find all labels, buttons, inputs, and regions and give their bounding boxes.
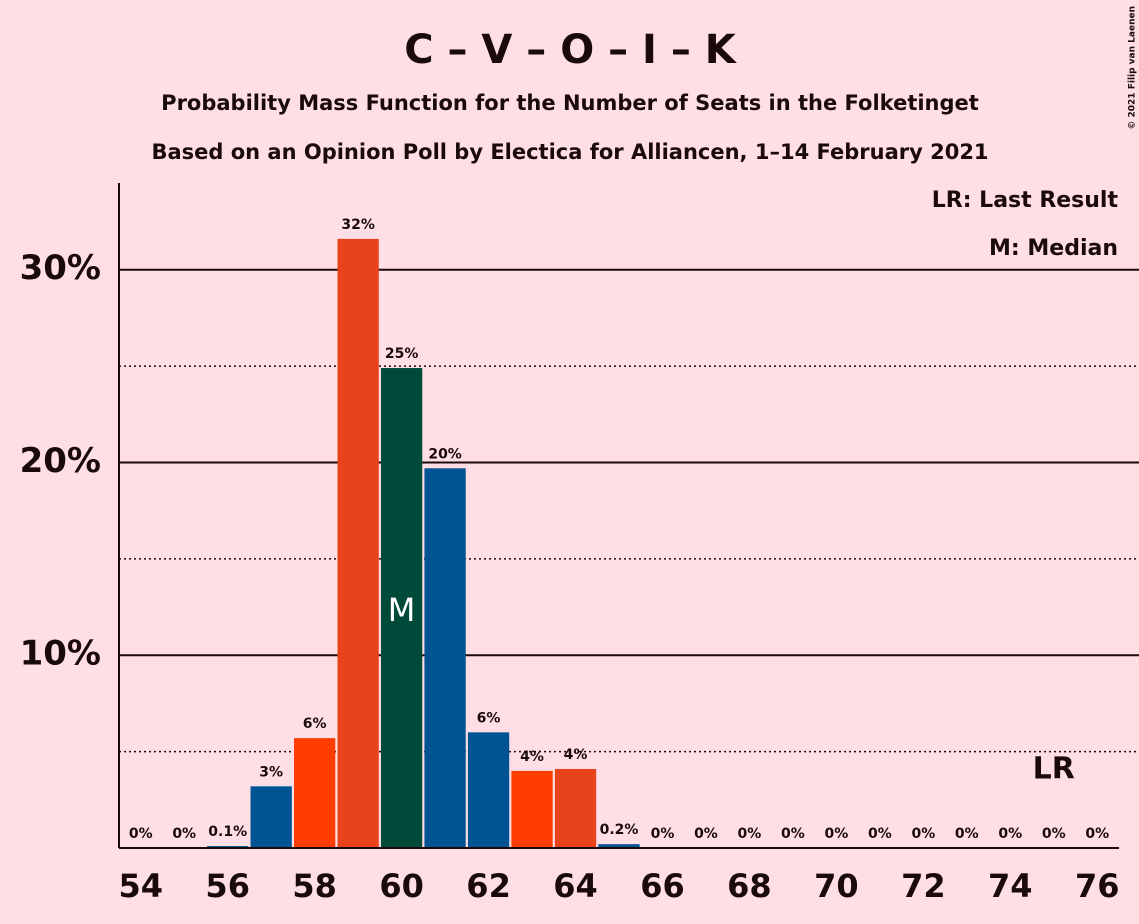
bar [380, 368, 423, 848]
data-label: 0% [911, 826, 935, 842]
legend-entry: LR: Last Result [932, 188, 1119, 213]
data-label: 0% [129, 826, 153, 842]
x-tick-label: 68 [727, 867, 772, 905]
y-tick-label: 10% [20, 634, 101, 674]
data-label: 32% [341, 217, 375, 233]
data-label: 0% [738, 826, 762, 842]
bar [424, 468, 466, 848]
data-label: 0% [651, 826, 675, 842]
data-label: 0% [955, 826, 979, 842]
bar [294, 738, 336, 848]
x-tick-label: 64 [553, 867, 598, 905]
bar [250, 786, 292, 848]
y-tick-label: 30% [20, 248, 101, 288]
bar [554, 768, 597, 848]
bar [337, 238, 379, 848]
data-label: 0% [172, 826, 196, 842]
data-label: 0.1% [208, 824, 247, 840]
data-label: 0% [868, 826, 892, 842]
x-tick-label: 58 [292, 867, 337, 905]
x-tick-label: 70 [814, 867, 859, 905]
median-marker: M [388, 591, 416, 629]
x-tick-label: 74 [988, 867, 1033, 905]
chart-subtitle: Probability Mass Function for the Number… [161, 91, 979, 115]
data-label: 0% [998, 826, 1022, 842]
last-result-marker: LR [1033, 752, 1075, 787]
data-label: 0.2% [600, 822, 639, 838]
x-tick-label: 76 [1075, 867, 1120, 905]
chart-subtitle: Based on an Opinion Poll by Electica for… [151, 140, 988, 164]
data-label: 25% [385, 346, 419, 362]
data-label: 0% [1085, 826, 1109, 842]
data-label: 4% [564, 747, 588, 763]
copyright: © 2021 Filip van Laenen [1128, 6, 1138, 130]
x-tick-label: 72 [901, 867, 946, 905]
bar [467, 732, 510, 848]
data-label: 6% [477, 710, 501, 726]
x-tick-label: 56 [205, 867, 250, 905]
data-label: 0% [825, 826, 849, 842]
data-label: 0% [1042, 826, 1066, 842]
legend-entry: M: Median [989, 236, 1118, 261]
x-tick-label: 54 [118, 867, 163, 905]
bar [511, 770, 553, 848]
data-label: 4% [520, 749, 544, 765]
data-label: 3% [259, 764, 283, 780]
x-tick-label: 66 [640, 867, 685, 905]
data-label: 20% [428, 446, 462, 462]
bar [598, 844, 640, 848]
data-label: 0% [781, 826, 805, 842]
y-tick-label: 20% [20, 441, 101, 481]
data-label: 6% [303, 716, 327, 732]
x-tick-label: 62 [466, 867, 511, 905]
x-tick-label: 60 [379, 867, 424, 905]
chart-title: C – V – O – I – K [404, 27, 738, 73]
data-label: 0% [694, 826, 718, 842]
